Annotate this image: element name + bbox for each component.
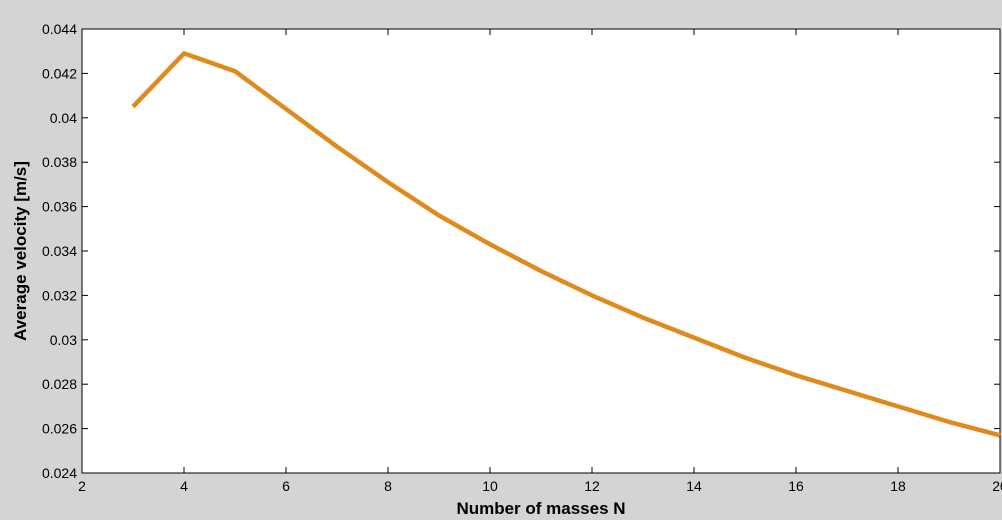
y-tick-label: 0.032	[42, 287, 77, 303]
x-tick-label: 6	[282, 478, 290, 494]
series-line	[131, 51, 1001, 438]
x-axis-label: Number of masses N	[456, 499, 625, 518]
x-tick-label: 14	[686, 478, 702, 494]
y-tick-label: 0.034	[42, 243, 77, 259]
y-tick-label: 0.036	[42, 199, 77, 215]
y-tick-label: 0.03	[50, 332, 77, 348]
y-tick-label: 0.026	[42, 421, 77, 437]
x-tick-label: 16	[788, 478, 804, 494]
y-tick-label: 0.028	[42, 376, 77, 392]
y-tick-label: 0.024	[42, 465, 77, 481]
plot-area	[81, 28, 1001, 474]
y-tick-labels: 0.024 0.026 0.028 0.03 0.032 0.034 0.036 0.038 0…	[42, 21, 77, 481]
y-tick-label: 0.04	[50, 110, 77, 126]
x-tick-label: 12	[584, 478, 600, 494]
x-tick-label: 20	[992, 478, 1002, 494]
y-tick-label: 0.044	[42, 21, 77, 37]
x-tick-label: 10	[482, 478, 498, 494]
series-layer	[131, 51, 1001, 438]
x-tick-labels: 2 4 6 8 10 12 14 16 18 20	[78, 478, 1002, 494]
y-tick-label: 0.038	[42, 154, 77, 170]
x-tick-label: 18	[890, 478, 906, 494]
x-tick-label: 8	[384, 478, 392, 494]
x-tick-label: 2	[78, 478, 86, 494]
ticks-layer	[81, 28, 1001, 474]
y-axis-label: Average velocity [m/s]	[11, 161, 30, 341]
x-tick-label: 4	[180, 478, 188, 494]
y-tick-label: 0.042	[42, 65, 77, 81]
